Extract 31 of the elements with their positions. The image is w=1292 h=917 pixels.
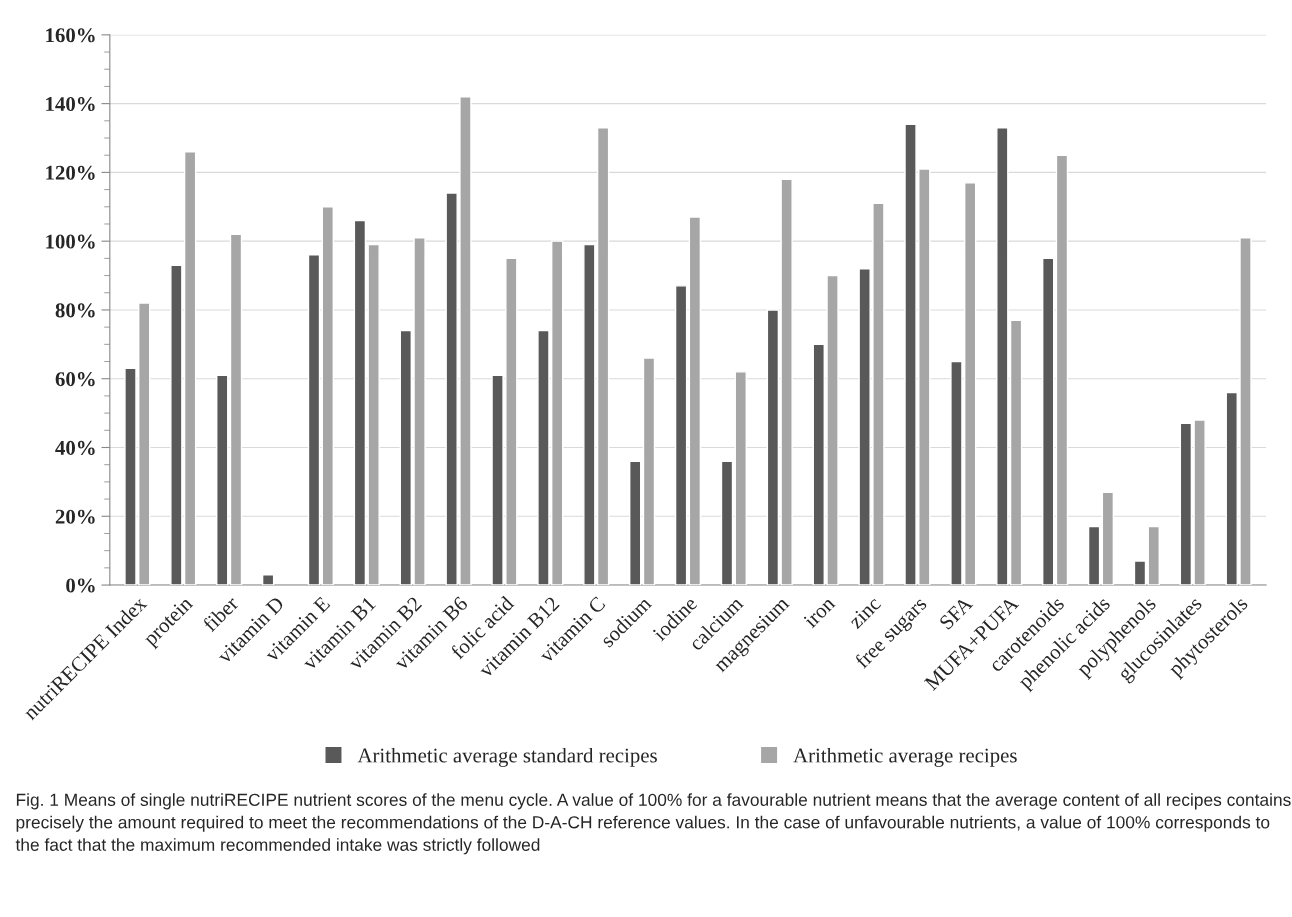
bar	[1147, 525, 1160, 586]
y-tick-label: 160%	[46, 28, 95, 43]
bar	[1087, 525, 1101, 586]
bar	[720, 460, 734, 586]
y-tick-label: 80%	[55, 303, 95, 318]
bar	[307, 254, 321, 586]
legend-label: Arithmetic average recipes	[793, 747, 1017, 767]
bar	[688, 216, 702, 586]
x-tick-label: iron	[802, 595, 836, 629]
bar	[629, 460, 642, 586]
bar	[674, 285, 688, 586]
legend-label: Arithmetic average standard recipes	[357, 747, 657, 767]
y-tick-label: 140%	[46, 97, 95, 112]
bar	[1133, 560, 1147, 586]
y-tick-label: 20%	[55, 509, 95, 524]
y-tick-label: 0%	[66, 578, 95, 593]
y-tick-label: 60%	[55, 372, 95, 387]
bar	[229, 233, 243, 586]
x-tick-label: zinc	[847, 595, 882, 630]
bar	[261, 574, 275, 586]
y-tick-label: 40%	[55, 440, 95, 455]
bar	[1055, 154, 1069, 586]
bar	[734, 371, 747, 586]
bar	[1041, 257, 1055, 586]
caption: Fig. 1 Means of single nutriRECIPE nutrient scores of the menu cycle. A value of 100% for a favourable nutrient means that the average content of all recipes contains precisely the amount required to meet the recommendations of the D-A-CH reference values. In the case of unfavourable nutrients, a value of 100% corresponds to the fact that the maximum recommended intake was strictly followed	[15, 793, 1291, 855]
bar	[642, 357, 656, 586]
bar	[321, 206, 334, 586]
bar	[216, 374, 229, 586]
bar	[1101, 491, 1115, 586]
y-tick-label: 100%	[46, 234, 95, 249]
y-tick-label: 120%	[46, 165, 95, 180]
